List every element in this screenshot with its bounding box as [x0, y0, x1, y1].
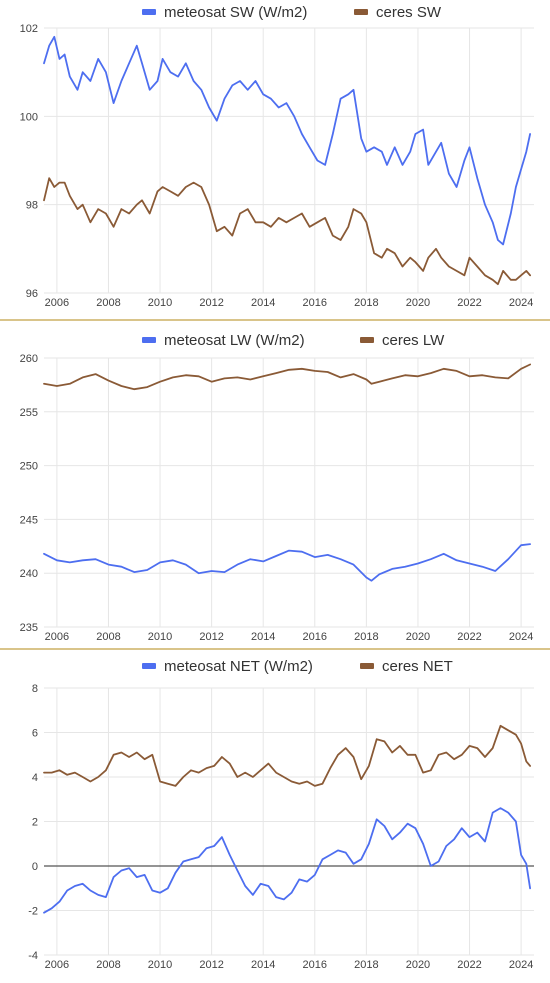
y-tick-label: 2	[32, 817, 38, 829]
legend-item: ceres NET	[360, 658, 453, 675]
legend-label: meteosat SW (W/m2)	[164, 4, 307, 21]
x-tick-label: 2012	[199, 959, 223, 971]
series-line-meteosat	[43, 543, 531, 582]
y-tick-label: 98	[26, 200, 38, 212]
x-tick-label: 2018	[354, 631, 378, 643]
series-line-ceres	[43, 724, 531, 787]
y-tick-label: -2	[28, 906, 38, 918]
series-line-ceres	[43, 363, 531, 391]
legend-swatch	[142, 337, 156, 343]
x-tick-label: 2018	[354, 959, 378, 971]
legend-item: meteosat NET (W/m2)	[142, 658, 313, 675]
y-tick-label: 96	[26, 288, 38, 300]
x-tick-label: 2006	[45, 297, 69, 309]
x-tick-label: 2022	[457, 297, 481, 309]
legend-label: ceres SW	[376, 4, 442, 21]
legend-item: ceres LW	[360, 332, 445, 349]
x-tick-label: 2024	[509, 959, 533, 971]
legend-swatch	[360, 337, 374, 343]
x-tick-label: 2022	[457, 959, 481, 971]
x-tick-label: 2006	[45, 959, 69, 971]
legend-label: ceres NET	[382, 658, 453, 675]
y-tick-label: 4	[32, 772, 38, 784]
y-tick-label: 255	[20, 407, 38, 419]
x-tick-label: 2024	[509, 297, 533, 309]
x-tick-label: 2012	[199, 297, 223, 309]
x-tick-label: 2008	[96, 297, 120, 309]
x-tick-label: 2024	[509, 631, 533, 643]
y-tick-label: 260	[20, 353, 38, 365]
x-tick-label: 2022	[457, 631, 481, 643]
legend-label: meteosat NET (W/m2)	[164, 658, 313, 675]
y-tick-label: 102	[20, 23, 38, 35]
x-tick-label: 2010	[148, 297, 172, 309]
chart-panel-1: 2006 2008 2010 2012 2014 2016 2018 2020 2022 2024…	[20, 4, 534, 309]
series-line-meteosat	[43, 807, 531, 914]
y-tick-label: 8	[32, 683, 38, 695]
legend-item: ceres SW	[354, 4, 442, 21]
x-tick-label: 2010	[148, 959, 172, 971]
legend-swatch	[142, 9, 156, 15]
panel-divider-1	[0, 319, 550, 321]
legend-swatch	[354, 9, 368, 15]
x-tick-label: 2014	[251, 297, 275, 309]
y-tick-label: 240	[20, 568, 38, 580]
x-tick-label: 2020	[406, 959, 430, 971]
legend-swatch	[142, 663, 156, 669]
x-tick-label: 2016	[303, 631, 327, 643]
x-tick-label: 2008	[96, 959, 120, 971]
y-tick-label: 250	[20, 461, 38, 473]
x-tick-label: 2016	[303, 297, 327, 309]
y-tick-label: 235	[20, 622, 38, 634]
legend-item: meteosat LW (W/m2)	[142, 332, 305, 349]
x-tick-label: 2006	[45, 631, 69, 643]
y-tick-label: 6	[32, 728, 38, 740]
legend-swatch	[360, 663, 374, 669]
y-tick-label: 245	[20, 514, 38, 526]
x-tick-label: 2014	[251, 959, 275, 971]
legend-label: ceres LW	[382, 332, 445, 349]
series-line-ceres	[43, 177, 531, 286]
legend-label: meteosat LW (W/m2)	[164, 332, 305, 349]
panel-divider-2	[0, 648, 550, 650]
chart-panel-2: 2006 2008 2010 2012 2014 2016 2018 2020 2022 2024…	[20, 332, 534, 643]
chart-panel-3: 2006 2008 2010 2012 2014 2016 2018 2020 2022 2024…	[28, 658, 534, 971]
x-tick-label: 2016	[303, 959, 327, 971]
x-tick-label: 2012	[199, 631, 223, 643]
y-tick-label: 100	[20, 111, 38, 123]
x-tick-label: 2008	[96, 631, 120, 643]
x-tick-label: 2010	[148, 631, 172, 643]
x-tick-label: 2020	[406, 631, 430, 643]
x-tick-label: 2018	[354, 297, 378, 309]
series-line-meteosat	[43, 35, 531, 246]
x-tick-label: 2014	[251, 631, 275, 643]
x-tick-label: 2020	[406, 297, 430, 309]
legend-item: meteosat SW (W/m2)	[142, 4, 307, 21]
y-tick-label: -4	[28, 950, 38, 962]
y-tick-label: 0	[32, 861, 38, 873]
